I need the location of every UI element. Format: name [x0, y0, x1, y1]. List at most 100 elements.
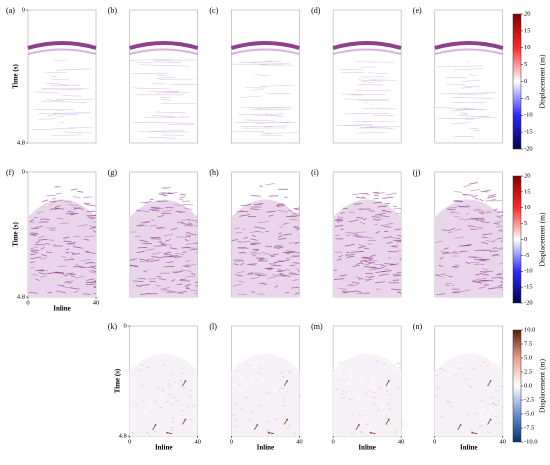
- arrow-head: [184, 418, 187, 421]
- texture: [493, 208, 498, 211]
- noise: [153, 400, 158, 403]
- texture: [30, 256, 41, 260]
- texture: [345, 254, 355, 256]
- x-axis-label: Inline: [460, 444, 478, 452]
- noise: [436, 387, 440, 390]
- noise: [340, 393, 344, 395]
- noise: [236, 370, 240, 372]
- noise: [358, 99, 389, 101]
- noise: [372, 396, 376, 399]
- texture: [463, 184, 470, 188]
- panel-label: (e): [413, 6, 422, 15]
- panel-label: (k): [108, 322, 118, 331]
- texture: [475, 208, 482, 211]
- noise: [155, 111, 187, 114]
- texture: [137, 246, 148, 249]
- texture: [359, 236, 368, 238]
- texture: [379, 215, 390, 217]
- texture: [166, 261, 174, 264]
- texture: [154, 208, 164, 210]
- texture: [454, 199, 463, 202]
- texture: [348, 219, 359, 223]
- noise: [495, 403, 499, 406]
- texture: [41, 254, 48, 257]
- texture: [146, 258, 155, 261]
- texture: [239, 240, 251, 243]
- texture: [160, 244, 167, 247]
- texture: [382, 196, 394, 199]
- texture: [498, 277, 503, 279]
- noise: [486, 364, 491, 367]
- noise: [51, 78, 70, 80]
- noise: [49, 84, 81, 87]
- texture: [340, 211, 345, 214]
- noise: [188, 389, 192, 392]
- texture: [498, 229, 503, 232]
- texture: [384, 263, 395, 265]
- texture: [368, 210, 375, 212]
- dome: [28, 199, 96, 297]
- texture: [485, 198, 497, 202]
- noise: [257, 107, 292, 109]
- noise: [267, 421, 271, 423]
- noise: [442, 369, 446, 371]
- noise: [501, 406, 505, 408]
- texture: [368, 259, 379, 262]
- texture: [272, 274, 282, 277]
- texture: [149, 207, 159, 211]
- texture: [466, 204, 471, 207]
- texture: [336, 258, 342, 261]
- texture: [385, 223, 394, 225]
- arrow: [253, 424, 258, 431]
- noise: [486, 409, 490, 411]
- noise: [170, 427, 174, 429]
- arrow: [355, 424, 360, 431]
- noise: [45, 99, 64, 102]
- texture: [278, 238, 286, 240]
- noise: [500, 385, 504, 388]
- texture: [171, 279, 176, 282]
- texture: [366, 262, 372, 265]
- texture: [297, 251, 300, 254]
- texture: [160, 242, 166, 245]
- panel: [27, 171, 97, 298]
- texture: [285, 268, 291, 272]
- noise: [250, 60, 282, 63]
- texture: [361, 196, 367, 199]
- noise: [473, 129, 481, 132]
- colorbar-tick-label: 10: [524, 44, 531, 51]
- panel: [230, 9, 300, 144]
- texture: [249, 230, 259, 234]
- texture: [72, 253, 80, 255]
- texture: [57, 284, 65, 287]
- noise: [478, 425, 482, 428]
- texture: [378, 273, 389, 277]
- x-tick-label: 0: [230, 438, 233, 445]
- reflector: [434, 48, 504, 55]
- texture: [160, 286, 170, 290]
- arrow-head: [154, 424, 157, 426]
- texture: [291, 286, 300, 289]
- texture: [399, 258, 402, 261]
- texture: [440, 250, 446, 253]
- texture: [442, 273, 449, 277]
- texture: [149, 224, 158, 227]
- texture: [170, 227, 178, 231]
- texture: [90, 271, 97, 274]
- texture: [380, 224, 392, 228]
- texture: [73, 207, 84, 210]
- texture: [247, 263, 257, 265]
- dome: [434, 199, 503, 297]
- texture: [435, 273, 440, 277]
- noise: [57, 115, 64, 118]
- noise: [343, 380, 347, 382]
- texture: [397, 291, 402, 294]
- panel-label: (i): [311, 168, 319, 177]
- noise: [240, 106, 283, 109]
- noise: [359, 430, 363, 433]
- texture: [285, 257, 290, 260]
- noise: [255, 74, 269, 77]
- texture: [190, 248, 198, 251]
- texture: [296, 228, 300, 231]
- texture: [361, 262, 366, 266]
